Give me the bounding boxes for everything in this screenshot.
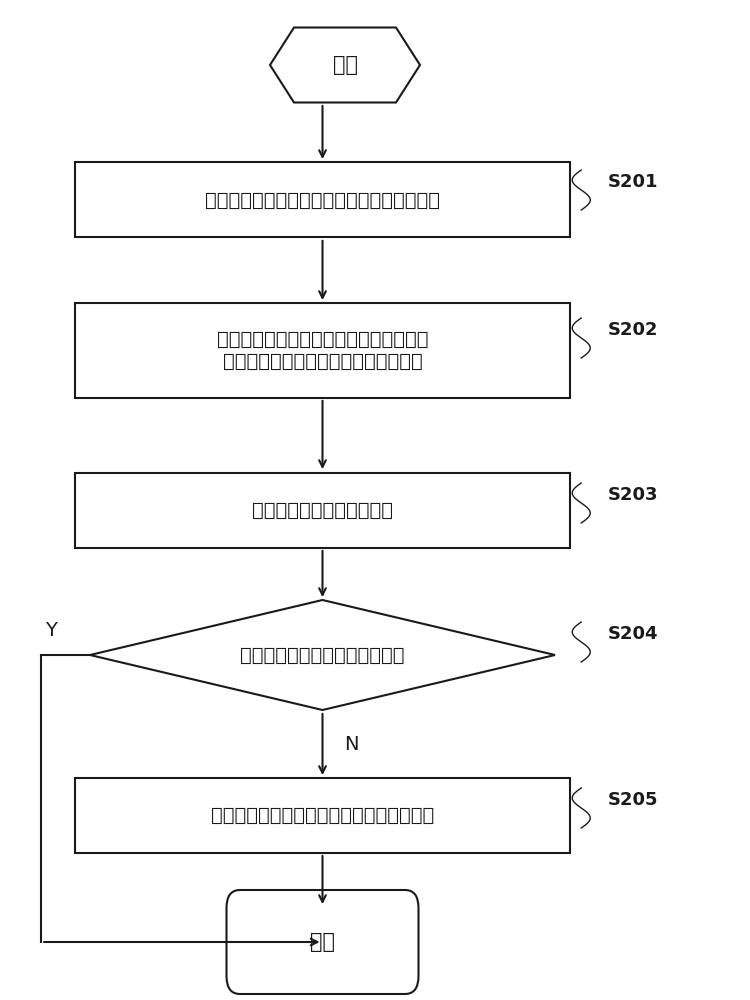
- Bar: [75, 162, 570, 237]
- FancyBboxPatch shape: [226, 890, 419, 994]
- Text: 检测该定向天线的实际朝向: 检测该定向天线的实际朝向: [252, 500, 393, 520]
- Text: 将定向天线的朝向调整至上述当前最佳朝向: 将定向天线的朝向调整至上述当前最佳朝向: [211, 806, 434, 824]
- Text: S203: S203: [608, 486, 658, 504]
- Text: S202: S202: [608, 321, 658, 339]
- Polygon shape: [90, 600, 555, 710]
- Text: 分别确定通信卫星和定向天线的当前地理位置: 分别确定通信卫星和定向天线的当前地理位置: [205, 190, 440, 210]
- Polygon shape: [270, 27, 420, 102]
- Text: 实际朝向与当前最佳朝向一致？: 实际朝向与当前最佳朝向一致？: [240, 646, 405, 664]
- Text: S201: S201: [608, 173, 658, 191]
- Text: N: N: [344, 735, 358, 754]
- Bar: [75, 473, 570, 548]
- Text: 结束: 结束: [310, 932, 335, 952]
- Text: Y: Y: [45, 620, 57, 640]
- Text: S205: S205: [608, 791, 658, 809]
- Text: 根据所述通信卫星和定向天线的当前地理
位置确定所述定向天线的当前最佳朝向: 根据所述通信卫星和定向天线的当前地理 位置确定所述定向天线的当前最佳朝向: [217, 330, 428, 370]
- Text: 开始: 开始: [332, 55, 358, 75]
- Bar: [75, 778, 570, 852]
- Text: S204: S204: [608, 625, 658, 643]
- Bar: [75, 302, 570, 397]
